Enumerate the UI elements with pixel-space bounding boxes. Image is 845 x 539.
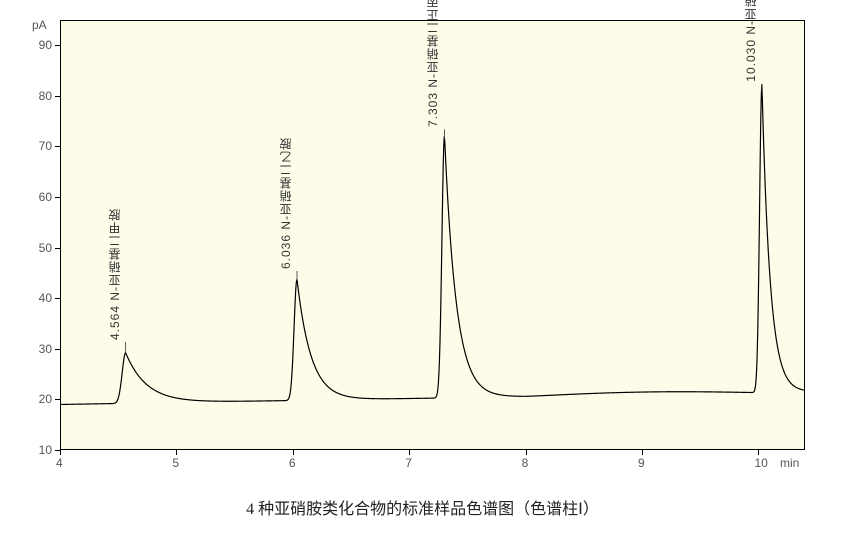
y-tick <box>55 146 60 147</box>
peak-label: 7.303 N-亚硝基二正丙胺 <box>424 0 441 127</box>
y-tick <box>55 248 60 249</box>
y-tick-label: 50 <box>39 241 52 255</box>
y-tick-label: 10 <box>39 443 52 457</box>
x-tick <box>293 450 294 455</box>
x-tick <box>60 450 61 455</box>
x-tick <box>642 450 643 455</box>
x-tick-label: 7 <box>405 456 412 470</box>
y-tick <box>55 197 60 198</box>
y-tick <box>55 96 60 97</box>
y-tick <box>55 399 60 400</box>
x-tick-label: 9 <box>638 456 645 470</box>
y-tick <box>55 349 60 350</box>
peak-label: 6.036 N-亚硝基二乙胺 <box>277 137 294 269</box>
x-axis-label: min <box>780 456 799 470</box>
y-tick <box>55 298 60 299</box>
y-axis-label: pA <box>32 18 47 32</box>
x-tick <box>176 450 177 455</box>
x-tick-label: 5 <box>172 456 179 470</box>
trace-line <box>60 84 805 404</box>
x-tick-label: 8 <box>522 456 529 470</box>
x-tick <box>526 450 527 455</box>
y-tick <box>55 450 60 451</box>
chromatogram-line <box>0 0 845 539</box>
peak-label: 10.030 N-亚硝基二苯胺 <box>742 0 759 82</box>
y-tick-label: 40 <box>39 291 52 305</box>
x-tick-label: 4 <box>56 456 63 470</box>
y-tick-label: 80 <box>39 89 52 103</box>
x-tick <box>409 450 410 455</box>
y-tick-label: 60 <box>39 190 52 204</box>
figure-caption: 4 种亚硝胺类化合物的标准样品色谱图（色谱柱Ⅰ） <box>246 495 599 519</box>
y-tick-label: 70 <box>39 139 52 153</box>
peak-label: 4.564 N-亚硝基二甲胺 <box>106 208 123 340</box>
chromatogram-figure: 4 5 6 7 8 9 10 10 20 30 40 50 60 70 80 90 4.564 N-亚硝基二甲… <box>0 0 845 539</box>
x-tick-label: 10 <box>754 456 767 470</box>
x-tick <box>758 450 759 455</box>
y-tick <box>55 45 60 46</box>
y-tick-label: 20 <box>39 392 52 406</box>
y-tick-label: 30 <box>39 342 52 356</box>
x-tick-label: 6 <box>289 456 296 470</box>
y-tick-label: 90 <box>39 38 52 52</box>
